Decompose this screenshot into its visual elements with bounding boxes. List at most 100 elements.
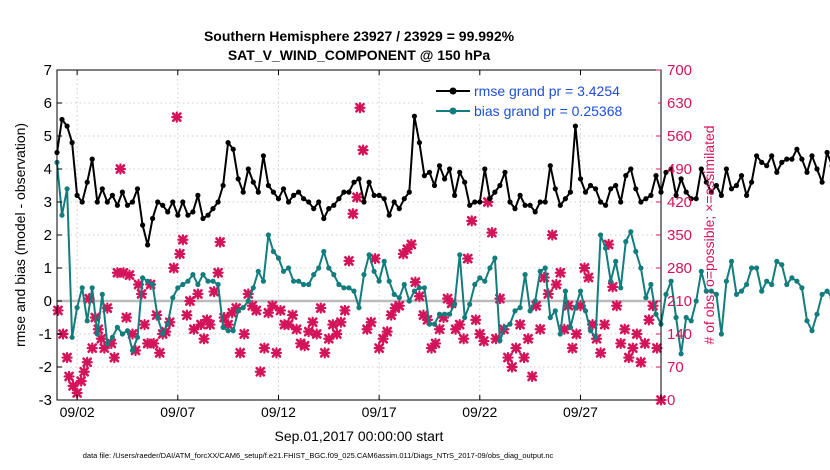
obs-count-point [214,236,226,248]
y-right-tick-label: 350 [667,227,692,244]
obs-count-point [234,347,246,359]
rmse-series-point [195,192,201,198]
obs-count-point [470,314,482,326]
rmse-series-point [457,169,463,175]
rmse-series-point [386,212,392,218]
obs-count-point [114,163,127,175]
bias-series-point [628,229,634,235]
obs-count-point [315,302,327,314]
rmse-series-point [482,166,488,172]
obs-count-point [274,304,287,317]
y-left-tick-label: 3 [44,194,52,211]
rmse-series-point [109,192,115,198]
rmse-series-point [628,166,634,172]
bias-series-point [109,334,115,340]
obs-count-point [594,347,607,359]
bias-series-point [89,285,95,291]
bias-series-point [708,288,714,294]
bias-series-point [245,298,251,304]
bias-series-point [598,232,604,238]
bias-series-point [819,291,825,297]
rmse-series-point [396,206,402,212]
rmse-series-point [170,199,176,205]
rmse-series-point [497,182,503,189]
bias-series-point [220,324,226,330]
obs-count-point [266,300,279,312]
chart-title-line1: Southern Hemisphere 23927 / 23929 = 99.9… [204,28,515,44]
rmse-series-point [532,209,538,215]
bias-series-point [180,281,186,288]
bias-series-point [442,311,448,317]
bias-series-point [94,331,100,337]
rmse-series-point [134,186,141,192]
bias-series-point [567,324,574,330]
bias-series-point [416,285,422,291]
bias-series-point [255,268,261,274]
bias-series-point [155,314,161,321]
bias-series [54,159,830,357]
obs-count-point [393,300,405,312]
rmse-series-point [759,159,765,165]
obs-count-point [123,269,136,281]
rmse-series-point [230,146,236,152]
bias-series-point [814,311,820,317]
y-left-tick-label: 5 [44,128,52,145]
rmse-series-point [240,189,246,195]
bias-series-point [215,281,221,288]
y-left-tick-label: -3 [39,392,52,409]
bias-series-point [296,278,302,284]
rmse-series-point [341,189,347,195]
rmse-series-point [185,212,191,218]
legend-rmse-label: rmse grand pr = 3.4254 [474,83,620,99]
rmse-series-point [587,182,594,189]
rmse-series-point [678,176,684,182]
obs-count-point [63,370,75,383]
bias-series-point [749,265,755,271]
obs-count-point [67,380,79,392]
rmse-series-point [663,169,669,175]
rmse-series-point [89,156,95,162]
rmse-series-point [366,179,372,185]
bias-series-point [195,281,201,288]
rmse-series-point [698,166,704,172]
bias-series-point [210,278,216,284]
rmse-series-point [311,206,317,212]
obs-count-point [319,347,331,359]
bias-series-point [633,248,639,255]
bias-series-point [291,278,297,284]
bias-series-point [804,318,810,324]
rmse-series-point [728,186,735,192]
rmse-series-point [673,192,679,198]
obs-count-point [258,342,270,354]
obs-count-point [522,333,534,345]
rmse-series-point [824,149,830,156]
bias-series-point [744,281,750,288]
rmse-series-point [744,192,750,198]
rmse-series-point [492,189,498,195]
bias-series-point [356,305,362,311]
obs-count-point [462,252,474,265]
rmse-series-point [738,173,745,179]
bias-series-point [779,262,785,268]
bias-series-point [784,281,790,288]
x-tick-label: 09/27 [563,404,598,420]
rmse-series-point [140,222,146,228]
obs-count-point [526,370,538,383]
rmse-series-point [693,196,699,202]
obs-count-point [148,337,160,350]
bias-series-point [547,314,553,321]
bias-series-point [638,265,644,271]
y-right-tick-label: 70 [667,359,684,376]
rmse-series-point [618,199,624,205]
y-left-tick-label: 7 [44,62,52,79]
data-file-footer: data file: /Users/raeder/DAI/ATM_forcXX/… [83,451,554,460]
bias-series-point [477,275,483,281]
rmse-series-point [633,186,639,192]
legend-bias-marker [449,107,457,115]
rmse-series-point [406,189,412,195]
rmse-series-point [411,113,417,119]
rmse-series-point [764,163,770,169]
bias-series-point [472,281,478,288]
obs-count-point [578,262,591,274]
bias-series-point [240,305,246,311]
